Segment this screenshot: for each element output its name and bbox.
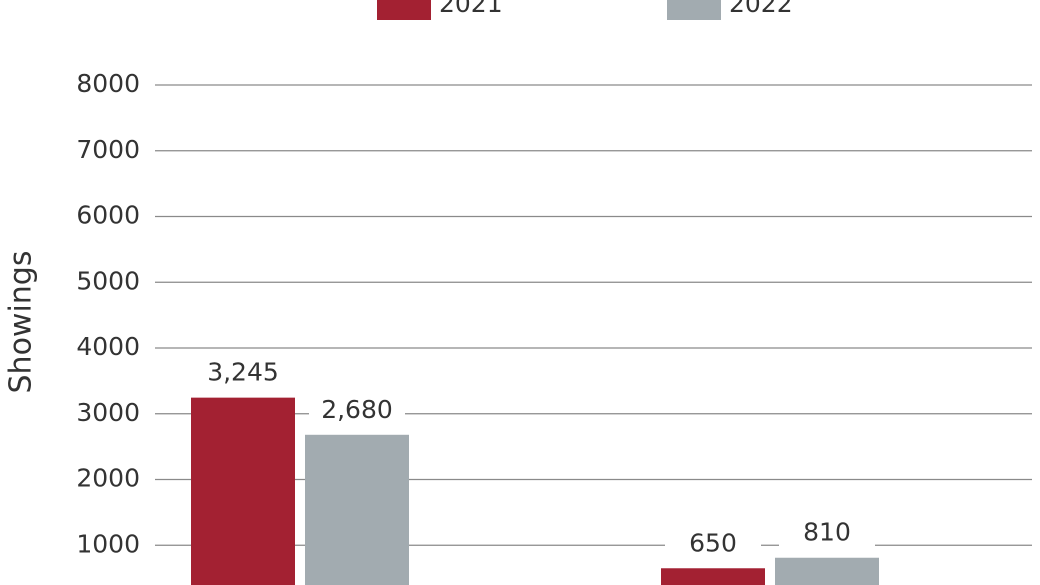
y-tick-label: 3000 xyxy=(76,398,140,427)
y-tick-label: 5000 xyxy=(76,266,140,295)
value-label: 810 xyxy=(803,518,851,547)
value-label-background xyxy=(665,528,761,561)
bar xyxy=(305,434,409,585)
legend-swatch xyxy=(377,0,431,20)
legend-label: 2021 xyxy=(439,0,503,18)
value-label: 2,680 xyxy=(321,395,393,424)
y-tick-label: 7000 xyxy=(76,135,140,164)
bar xyxy=(775,557,879,585)
y-tick-label: 1000 xyxy=(76,529,140,558)
bar xyxy=(661,568,765,585)
value-label-background xyxy=(195,357,291,390)
legend-swatch xyxy=(667,0,721,20)
value-label: 3,245 xyxy=(207,358,279,387)
y-tick-label: 8000 xyxy=(76,69,140,98)
y-tick-label: 2000 xyxy=(76,464,140,493)
y-tick-label: 6000 xyxy=(76,201,140,230)
value-label: 650 xyxy=(689,528,737,557)
bar xyxy=(191,397,295,585)
y-axis-label: Showings xyxy=(4,251,39,394)
value-label-background xyxy=(309,394,405,427)
legend-label: 2022 xyxy=(729,0,793,18)
y-tick-label: 4000 xyxy=(76,332,140,361)
value-label-background xyxy=(779,517,875,550)
